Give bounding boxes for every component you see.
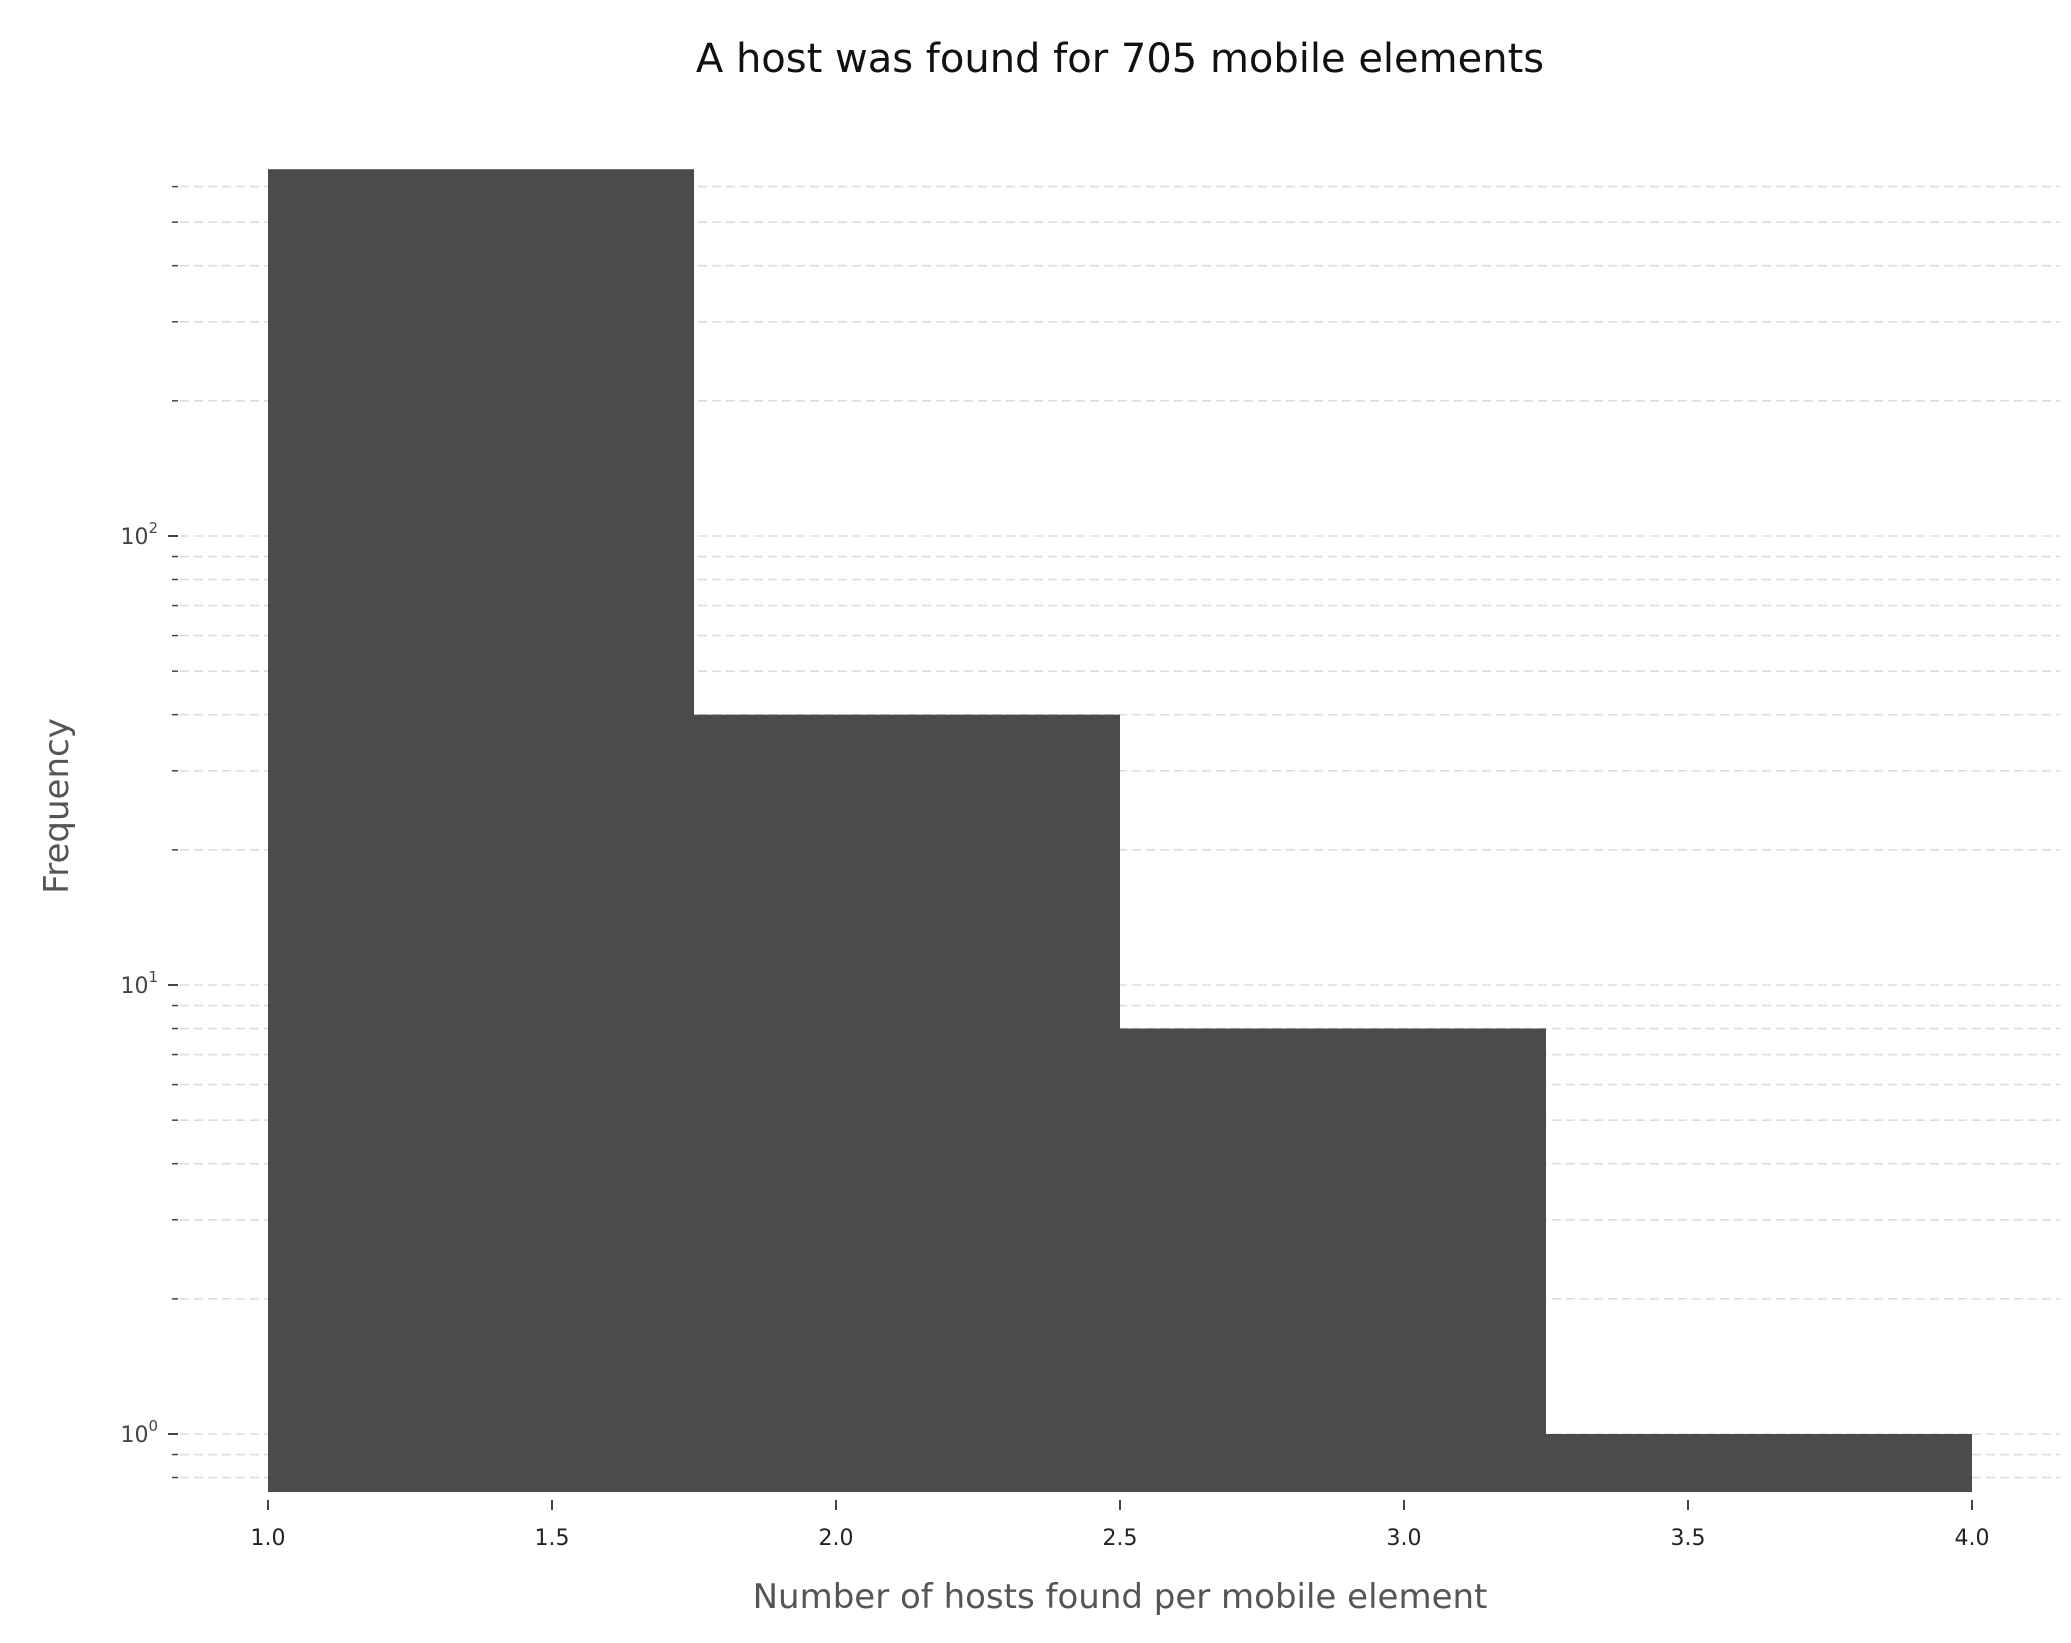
y-tick-label: 100 — [120, 1417, 158, 1448]
y-tick-exponent: 2 — [148, 519, 158, 537]
x-tick-label: 3.5 — [1671, 1526, 1706, 1551]
histogram-bar — [1546, 1434, 1972, 1492]
histogram-bars — [268, 169, 1972, 1492]
y-tick-exponent: 0 — [148, 1417, 158, 1435]
x-tick-label: 1.0 — [251, 1526, 286, 1551]
histogram-bar — [1120, 1028, 1546, 1492]
y-tick-base: 10 — [120, 1423, 148, 1448]
histogram-bar — [268, 169, 694, 1492]
y-tick-exponent: 1 — [148, 968, 158, 986]
y-tick-label: 102 — [120, 519, 158, 550]
x-tick-label: 3.0 — [1387, 1526, 1422, 1551]
x-tick-label: 2.0 — [819, 1526, 854, 1551]
chart-title: A host was found for 705 mobile elements — [696, 36, 1544, 82]
x-tick-label: 4.0 — [1955, 1526, 1990, 1551]
x-tick-label: 2.5 — [1103, 1526, 1138, 1551]
y-tick-base: 10 — [120, 525, 148, 550]
y-tick-label: 101 — [120, 968, 158, 999]
histogram-bar — [694, 714, 1120, 1492]
x-axis-label: Number of hosts found per mobile element — [753, 1577, 1488, 1617]
y-axis-label: Frequency — [37, 718, 77, 894]
y-tick-base: 10 — [120, 974, 148, 999]
x-tick-label: 1.5 — [535, 1526, 570, 1551]
x-axis: 1.0 1.5 2.0 2.5 3.0 3.5 4.0 — [251, 1500, 1990, 1551]
